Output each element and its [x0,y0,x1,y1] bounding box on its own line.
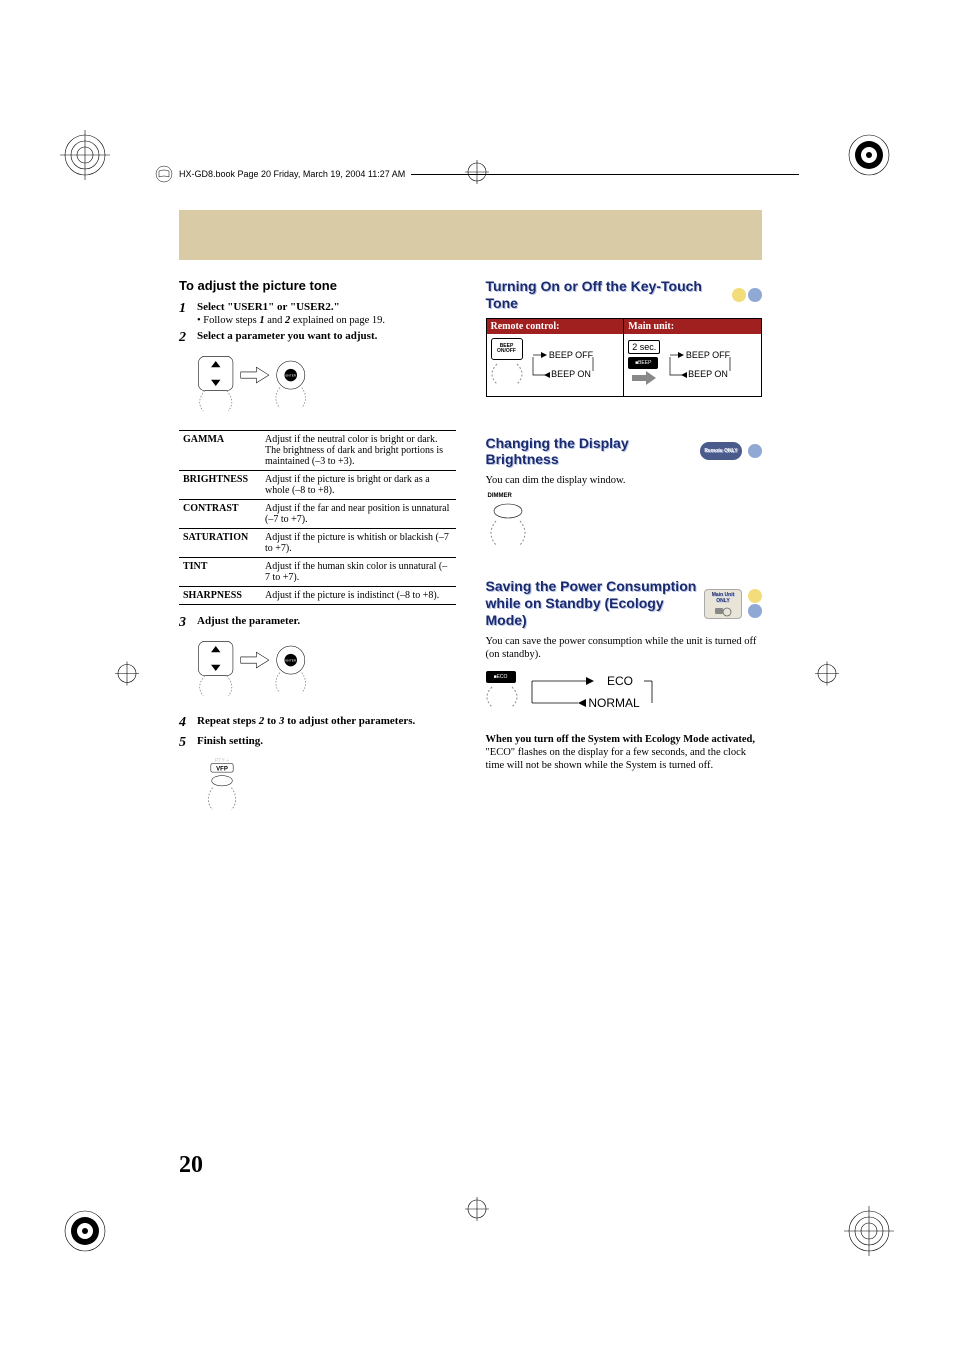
book-icon [155,165,173,183]
left-column: To adjust the picture tone 1 Select "USE… [179,278,456,823]
page-header: HX-GD8.book Page 20 Friday, March 19, 20… [155,165,799,183]
registration-corner [844,1206,894,1256]
svg-text:ECO: ECO [606,674,632,688]
parameter-table: GAMMAAdjust if the neutral color is brig… [179,430,456,605]
main-unit-only-badge: Main Unit ONLY [704,589,742,619]
svg-text:BEEP ON: BEEP ON [688,369,728,379]
svg-text:BEEP ON: BEEP ON [551,369,591,379]
svg-text:BEEP OFF: BEEP OFF [548,350,593,360]
registration-mark [465,1197,489,1226]
brightness-body: You can dim the display window. [486,474,763,487]
beep-onoff-button-icon: BEEP ON/OFF [491,338,523,360]
dimmer-button-diagram [486,499,536,549]
page-number: 20 [179,1152,203,1179]
eco-note: When you turn off the System with Ecolog… [486,733,763,772]
registration-corner [60,130,110,180]
indicator-yellow-icon [748,589,762,603]
registration-corner [60,1206,110,1256]
eco-button-icon: ■ ECO [486,671,516,683]
remote-diagram-updown-enter: ENTER [197,350,322,422]
step-3: 3 Adjust the parameter. [179,615,456,631]
svg-text:NORMAL: NORMAL [588,696,640,710]
indicator-blue-icon [748,604,762,618]
beep-button-icon: ■ BEEP [628,357,658,369]
step-5: 5 Finish setting. [179,735,456,751]
registration-mark [815,661,839,690]
beep-cycle-icon: BEEP OFF BEEP ON [527,345,597,385]
keytouch-heading: Turning On or Off the Key-Touch Tone [486,278,763,312]
right-column: Turning On or Off the Key-Touch Tone Rem… [486,278,763,823]
table-row: GAMMAAdjust if the neutral color is brig… [179,431,456,471]
svg-text:ENTER: ENTER [285,659,296,663]
table-row: SHARPNESSAdjust if the picture is indist… [179,587,456,605]
indicator-blue-icon [748,444,762,458]
step-1: 1 Select "USER1" or "USER2." • Follow st… [179,301,456,326]
content: To adjust the picture tone 1 Select "USE… [179,278,762,823]
brightness-heading: Changing the Display Brightness Remote O… [486,435,763,469]
svg-text:PTY +: PTY + [215,758,229,764]
indicator-yellow-icon [732,288,746,302]
registration-mark [115,661,139,690]
picture-tone-heading: To adjust the picture tone [179,278,456,293]
eco-cycle-diagram: ■ ECO ECO NORMAL [486,671,763,715]
step-4: 4 Repeat steps 2 to 3 to adjust other pa… [179,715,456,731]
table-row: TINTAdjust if the human skin color is un… [179,558,456,587]
remote-diagram-updown-enter-2: ENTER [197,635,322,707]
step-2: 2 Select a parameter you want to adjust. [179,330,456,346]
table-row: SATURATIONAdjust if the picture is whiti… [179,529,456,558]
header-text: HX-GD8.book Page 20 Friday, March 19, 20… [179,169,405,179]
svg-text:BEEP OFF: BEEP OFF [686,350,731,360]
enter-label: ENTER [285,374,296,378]
indicator-blue-icon [748,288,762,302]
table-row: BRIGHTNESSAdjust if the picture is brigh… [179,471,456,500]
header-band [179,210,762,260]
remote-only-badge: Remote ONLY [700,442,742,460]
two-sec-label: 2 sec. [628,340,660,354]
vfp-button-diagram: PTY + VFP [197,755,247,815]
beep-cycle-icon: BEEP OFF BEEP ON [664,345,734,385]
keytouch-control-box: Remote control: BEEP ON/OFF BEEP OFF BEE… [486,318,763,397]
registration-corner [844,130,894,180]
svg-text:VFP: VFP [216,766,228,772]
eco-heading: Saving the Power Consumption while on St… [486,578,763,628]
eco-body: You can save the power consumption while… [486,635,763,661]
table-row: CONTRASTAdjust if the far and near posit… [179,500,456,529]
